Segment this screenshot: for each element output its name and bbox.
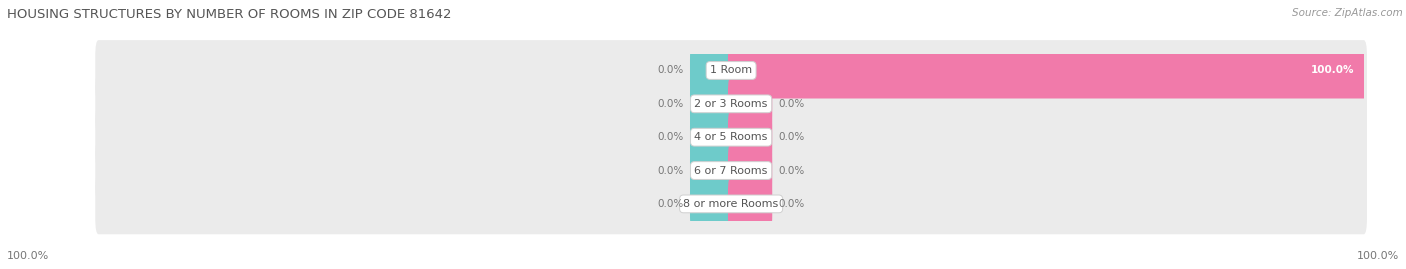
Text: 0.0%: 0.0% xyxy=(658,65,683,76)
Text: 0.0%: 0.0% xyxy=(658,99,683,109)
Text: 0.0%: 0.0% xyxy=(779,132,804,142)
Text: 0.0%: 0.0% xyxy=(779,199,804,209)
Text: 0.0%: 0.0% xyxy=(779,99,804,109)
Text: 0.0%: 0.0% xyxy=(779,165,804,176)
FancyBboxPatch shape xyxy=(690,143,734,199)
Text: Source: ZipAtlas.com: Source: ZipAtlas.com xyxy=(1292,8,1403,18)
Text: 0.0%: 0.0% xyxy=(658,132,683,142)
FancyBboxPatch shape xyxy=(690,43,734,98)
FancyBboxPatch shape xyxy=(690,109,734,165)
Text: 0.0%: 0.0% xyxy=(658,199,683,209)
FancyBboxPatch shape xyxy=(728,76,772,132)
Text: 100.0%: 100.0% xyxy=(1357,251,1399,261)
FancyBboxPatch shape xyxy=(728,109,772,165)
FancyBboxPatch shape xyxy=(728,176,772,232)
FancyBboxPatch shape xyxy=(728,43,1367,98)
FancyBboxPatch shape xyxy=(96,40,1367,101)
FancyBboxPatch shape xyxy=(690,76,734,132)
FancyBboxPatch shape xyxy=(96,73,1367,134)
FancyBboxPatch shape xyxy=(96,107,1367,168)
Text: 1 Room: 1 Room xyxy=(710,65,752,76)
Text: 2 or 3 Rooms: 2 or 3 Rooms xyxy=(695,99,768,109)
Text: 100.0%: 100.0% xyxy=(7,251,49,261)
Text: HOUSING STRUCTURES BY NUMBER OF ROOMS IN ZIP CODE 81642: HOUSING STRUCTURES BY NUMBER OF ROOMS IN… xyxy=(7,8,451,21)
FancyBboxPatch shape xyxy=(96,174,1367,234)
Text: 100.0%: 100.0% xyxy=(1310,65,1354,76)
FancyBboxPatch shape xyxy=(96,140,1367,201)
FancyBboxPatch shape xyxy=(690,176,734,232)
Text: 4 or 5 Rooms: 4 or 5 Rooms xyxy=(695,132,768,142)
Text: 6 or 7 Rooms: 6 or 7 Rooms xyxy=(695,165,768,176)
Text: 8 or more Rooms: 8 or more Rooms xyxy=(683,199,779,209)
FancyBboxPatch shape xyxy=(728,143,772,199)
Text: 0.0%: 0.0% xyxy=(658,165,683,176)
